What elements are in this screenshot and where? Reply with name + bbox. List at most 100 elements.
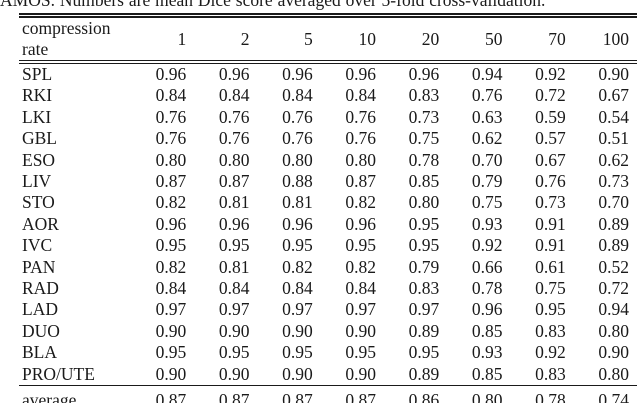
dice-score-cell: 0.84 — [345, 85, 376, 106]
column-header-compression-rate: compression rate — [19, 13, 131, 64]
dice-score-cell: 0.92 — [535, 342, 566, 363]
table-row: RKI 0.84 0.84 0.84 0.84 0.83 0.76 0.72 0.67 — [19, 85, 637, 106]
dice-score-cell: 0.95 — [408, 342, 440, 363]
dice-score-cell: 0.62 — [598, 149, 629, 170]
dice-score-cell: 0.76 — [155, 106, 187, 127]
dice-score-cell: 0.79 — [471, 171, 503, 192]
table-row: ESO 0.80 0.80 0.80 0.80 0.78 0.70 0.67 0.62 — [19, 150, 637, 171]
dice-score-cell: 0.76 — [345, 128, 376, 149]
column-header-rate-20: 20 — [384, 13, 448, 64]
table-footer: average 0.87 0.87 0.87 0.87 0.86 0.80 0.78 0.74 — [19, 385, 637, 403]
dice-score-cell: 0.84 — [218, 278, 250, 299]
dice-score-cell: 0.95 — [218, 235, 250, 256]
dice-score-cell: 0.95 — [282, 235, 313, 256]
dice-score-cell: 0.89 — [408, 320, 440, 341]
dice-score-cell: 0.83 — [408, 85, 440, 106]
dice-score-cell: 0.78 — [471, 278, 503, 299]
dice-score-cell: 0.59 — [535, 106, 566, 127]
table-row: LIV 0.87 0.87 0.88 0.87 0.85 0.79 0.76 0.73 — [19, 171, 637, 192]
column-header-rate-10: 10 — [320, 13, 384, 64]
dice-score-cell: 0.85 — [471, 320, 503, 341]
dice-score-cell: 0.96 — [282, 213, 313, 234]
table-row: PAN 0.82 0.81 0.82 0.82 0.79 0.66 0.61 0.52 — [19, 257, 637, 278]
column-header-rate-100: 100 — [573, 13, 637, 64]
table-row: BLA 0.95 0.95 0.95 0.95 0.95 0.93 0.92 0.90 — [19, 342, 637, 363]
dice-score-cell: 0.90 — [598, 64, 629, 84]
table-row: GBL 0.76 0.76 0.76 0.76 0.75 0.62 0.57 0.51 — [19, 128, 637, 149]
dice-score-cell: 0.90 — [345, 363, 376, 384]
dice-score-cell: 0.97 — [155, 299, 187, 320]
dice-score-cell: 0.70 — [471, 149, 503, 170]
dice-score-cell: 0.95 — [345, 235, 376, 256]
dice-score-cell: 0.94 — [471, 64, 503, 84]
dice-score-cell: 0.73 — [598, 171, 629, 192]
row-label: LAD — [22, 299, 58, 320]
table-header: compression rate 1 2 5 10 20 50 70 100 — [19, 13, 637, 64]
dice-score-cell: 0.94 — [598, 299, 629, 320]
dice-score-cell: 0.95 — [535, 299, 566, 320]
column-header-rate-5: 5 — [257, 13, 321, 64]
dice-score-cell: 0.63 — [471, 106, 503, 127]
table-row: PRO/UTE 0.90 0.90 0.90 0.90 0.89 0.85 0.83 0.80 — [19, 364, 637, 386]
table-row: RAD 0.84 0.84 0.84 0.84 0.83 0.78 0.75 0.72 — [19, 278, 637, 299]
dice-score-cell: 0.90 — [155, 320, 187, 341]
dice-score-cell: 0.90 — [345, 320, 376, 341]
dice-score-cell: 0.95 — [155, 342, 187, 363]
table-row: LAD 0.97 0.97 0.97 0.97 0.97 0.96 0.95 0.94 — [19, 299, 637, 320]
dice-score-cell: 0.96 — [218, 64, 250, 84]
dice-score-cell: 0.82 — [282, 256, 313, 277]
row-label: AOR — [22, 213, 59, 234]
dice-score-cell: 0.96 — [155, 213, 187, 234]
row-label: SPL — [22, 64, 53, 84]
row-label: GBL — [22, 128, 57, 149]
row-label: LKI — [22, 106, 52, 127]
header-row: compression rate 1 2 5 10 20 50 70 100 — [19, 13, 637, 64]
dice-score-cell: 0.90 — [218, 320, 250, 341]
dice-score-cell: 0.90 — [598, 342, 629, 363]
dice-score-cell: 0.66 — [471, 256, 503, 277]
dice-score-cell: 0.92 — [471, 235, 503, 256]
dice-score-cell: 0.85 — [471, 363, 503, 384]
table-row: SPL 0.96 0.96 0.96 0.96 0.96 0.94 0.92 0.90 — [19, 62, 637, 85]
dice-score-cell: 0.92 — [535, 64, 566, 84]
dice-score-cell: 0.95 — [218, 342, 250, 363]
dice-score-cell: 0.88 — [282, 171, 313, 192]
row-label: STO — [22, 192, 55, 213]
column-header-rate-2: 2 — [194, 13, 258, 64]
dice-score-cell: 0.76 — [282, 106, 313, 127]
dice-score-cell: 0.73 — [535, 192, 566, 213]
dice-score-cell: 0.67 — [535, 149, 566, 170]
average-score-cell: 0.87 — [320, 385, 384, 403]
column-header-rate-1: 1 — [131, 13, 195, 64]
dice-score-cell: 0.75 — [408, 128, 440, 149]
dice-score-cell: 0.83 — [408, 278, 440, 299]
dice-score-cell: 0.76 — [155, 128, 187, 149]
dice-score-cell: 0.76 — [345, 106, 376, 127]
dice-score-cell: 0.97 — [408, 299, 440, 320]
dice-score-cell: 0.93 — [471, 342, 503, 363]
dice-score-cell: 0.82 — [155, 256, 187, 277]
dice-score-cell: 0.96 — [471, 299, 503, 320]
dice-score-cell: 0.80 — [408, 192, 440, 213]
dice-score-cell: 0.85 — [408, 171, 440, 192]
dice-score-cell: 0.83 — [535, 320, 566, 341]
dice-score-cell: 0.75 — [535, 278, 566, 299]
average-row: average 0.87 0.87 0.87 0.87 0.86 0.80 0.78 0.74 — [19, 385, 637, 403]
table-row: STO 0.82 0.81 0.81 0.82 0.80 0.75 0.73 0.70 — [19, 192, 637, 213]
dice-score-cell: 0.95 — [408, 213, 440, 234]
average-score-cell: 0.74 — [573, 385, 637, 403]
dice-score-cell: 0.81 — [218, 256, 250, 277]
dice-score-cell: 0.76 — [218, 128, 250, 149]
dice-score-cell: 0.81 — [218, 192, 250, 213]
dice-score-cell: 0.67 — [598, 85, 629, 106]
average-score-cell: 0.78 — [510, 385, 574, 403]
average-row-label: average — [19, 385, 131, 403]
table-row: AOR 0.96 0.96 0.96 0.96 0.95 0.93 0.91 0.89 — [19, 214, 637, 235]
dice-score-cell: 0.91 — [535, 213, 566, 234]
row-label: RAD — [22, 278, 59, 299]
dice-score-cell: 0.79 — [408, 256, 440, 277]
row-label: BLA — [22, 342, 57, 363]
dice-score-cell: 0.90 — [282, 363, 313, 384]
dice-score-cell: 0.76 — [471, 85, 503, 106]
dice-score-cell: 0.80 — [282, 149, 313, 170]
